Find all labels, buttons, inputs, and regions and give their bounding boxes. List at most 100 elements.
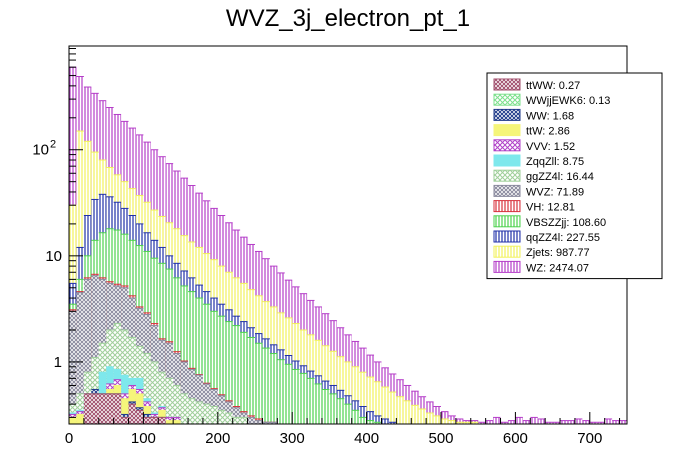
bar: [195, 298, 203, 424]
bar: [232, 407, 241, 424]
y-tick-label: 10: [32, 142, 49, 159]
bar: [351, 410, 360, 424]
x-tick-label: 100: [131, 430, 156, 447]
bar: [76, 414, 84, 424]
bar: [411, 405, 419, 424]
bar: [366, 377, 375, 424]
bar: [515, 417, 523, 424]
x-tick-label: 300: [280, 430, 305, 447]
bar: [106, 393, 114, 424]
bar: [381, 387, 389, 424]
bar: [381, 418, 389, 424]
legend-label: ttWW: 0.27: [526, 80, 580, 92]
bar: [180, 393, 189, 424]
bar: [374, 422, 382, 424]
y-tick-label: 10: [45, 248, 62, 265]
y-tick-label-exponent: 2: [50, 139, 56, 151]
legend-label: ttW: 2.86: [526, 126, 570, 138]
series-ttww: [83, 393, 166, 424]
bar: [344, 404, 352, 424]
bar: [455, 418, 464, 424]
bar: [292, 369, 300, 424]
bar: [83, 279, 92, 424]
bar: [366, 420, 375, 424]
bar: [522, 420, 531, 424]
bar: [307, 378, 315, 424]
bar: [589, 422, 598, 424]
bar: [582, 420, 590, 424]
legend-swatch: [493, 139, 521, 152]
bar: [202, 404, 211, 424]
bar: [188, 398, 196, 424]
bar: [158, 372, 166, 424]
bar: [574, 418, 583, 424]
bar: [351, 366, 360, 424]
legend-label: ZqqZll: 8.75: [526, 156, 584, 168]
bar: [612, 420, 620, 424]
bar: [195, 375, 203, 424]
bar: [255, 420, 263, 424]
bar: [232, 325, 241, 424]
legend-label: WVZ: 71.89: [526, 186, 584, 198]
bar: [388, 392, 397, 424]
legend-swatch: [493, 154, 521, 167]
bar: [366, 411, 375, 424]
bar: [441, 418, 449, 424]
bar: [173, 385, 181, 424]
bar: [470, 422, 479, 424]
bar: [143, 353, 151, 424]
bar: [433, 415, 441, 424]
bar: [388, 422, 397, 424]
bar: [433, 406, 441, 424]
bar: [441, 411, 449, 424]
bar: [188, 369, 196, 424]
bar: [98, 393, 107, 424]
bar: [359, 406, 367, 424]
bar: [485, 420, 494, 424]
legend-swatch: [493, 124, 521, 137]
legend-swatch: [493, 169, 521, 182]
legend-label: qqZZ4l: 227.55: [526, 232, 600, 244]
bar: [314, 383, 322, 424]
bar: [128, 404, 136, 424]
bar: [374, 381, 382, 424]
bar: [299, 373, 308, 424]
bar: [143, 417, 151, 424]
bar: [269, 422, 278, 424]
legend: ttWW: 0.27 WWjjEWK6: 0.13 WW: 1.68 ttW: 2.8…: [486, 72, 663, 280]
legend-swatch: [493, 200, 521, 213]
bar: [530, 417, 538, 424]
legend-label: VH: 12.81: [526, 202, 575, 214]
bar: [329, 393, 337, 424]
chart-title: WVZ_3j_electron_pt_1: [226, 5, 470, 32]
bar: [284, 364, 293, 424]
bar: [455, 422, 464, 424]
bar: [150, 361, 159, 424]
legend-swatch: [493, 245, 521, 258]
bar: [232, 417, 241, 424]
bar: [500, 422, 508, 424]
bar: [225, 413, 233, 424]
bar: [359, 372, 367, 424]
legend-label: WW: 1.68: [526, 110, 574, 122]
bar: [83, 393, 92, 424]
bar: [247, 417, 255, 424]
bar: [217, 316, 226, 424]
bar: [262, 422, 270, 424]
bar: [113, 393, 122, 424]
legend-swatch: [493, 78, 521, 91]
bar: [217, 410, 226, 424]
legend-swatch: [493, 215, 521, 228]
legend-swatch: [493, 260, 521, 273]
bar: [507, 420, 516, 424]
legend-label: VVV: 1.52: [526, 141, 575, 153]
legend-label: ggZZ4l: 16.44: [526, 171, 594, 183]
bar: [76, 292, 84, 424]
bar: [418, 409, 427, 424]
bar: [463, 422, 471, 424]
bar: [560, 420, 568, 424]
bar: [321, 389, 330, 424]
bar: [210, 311, 218, 424]
